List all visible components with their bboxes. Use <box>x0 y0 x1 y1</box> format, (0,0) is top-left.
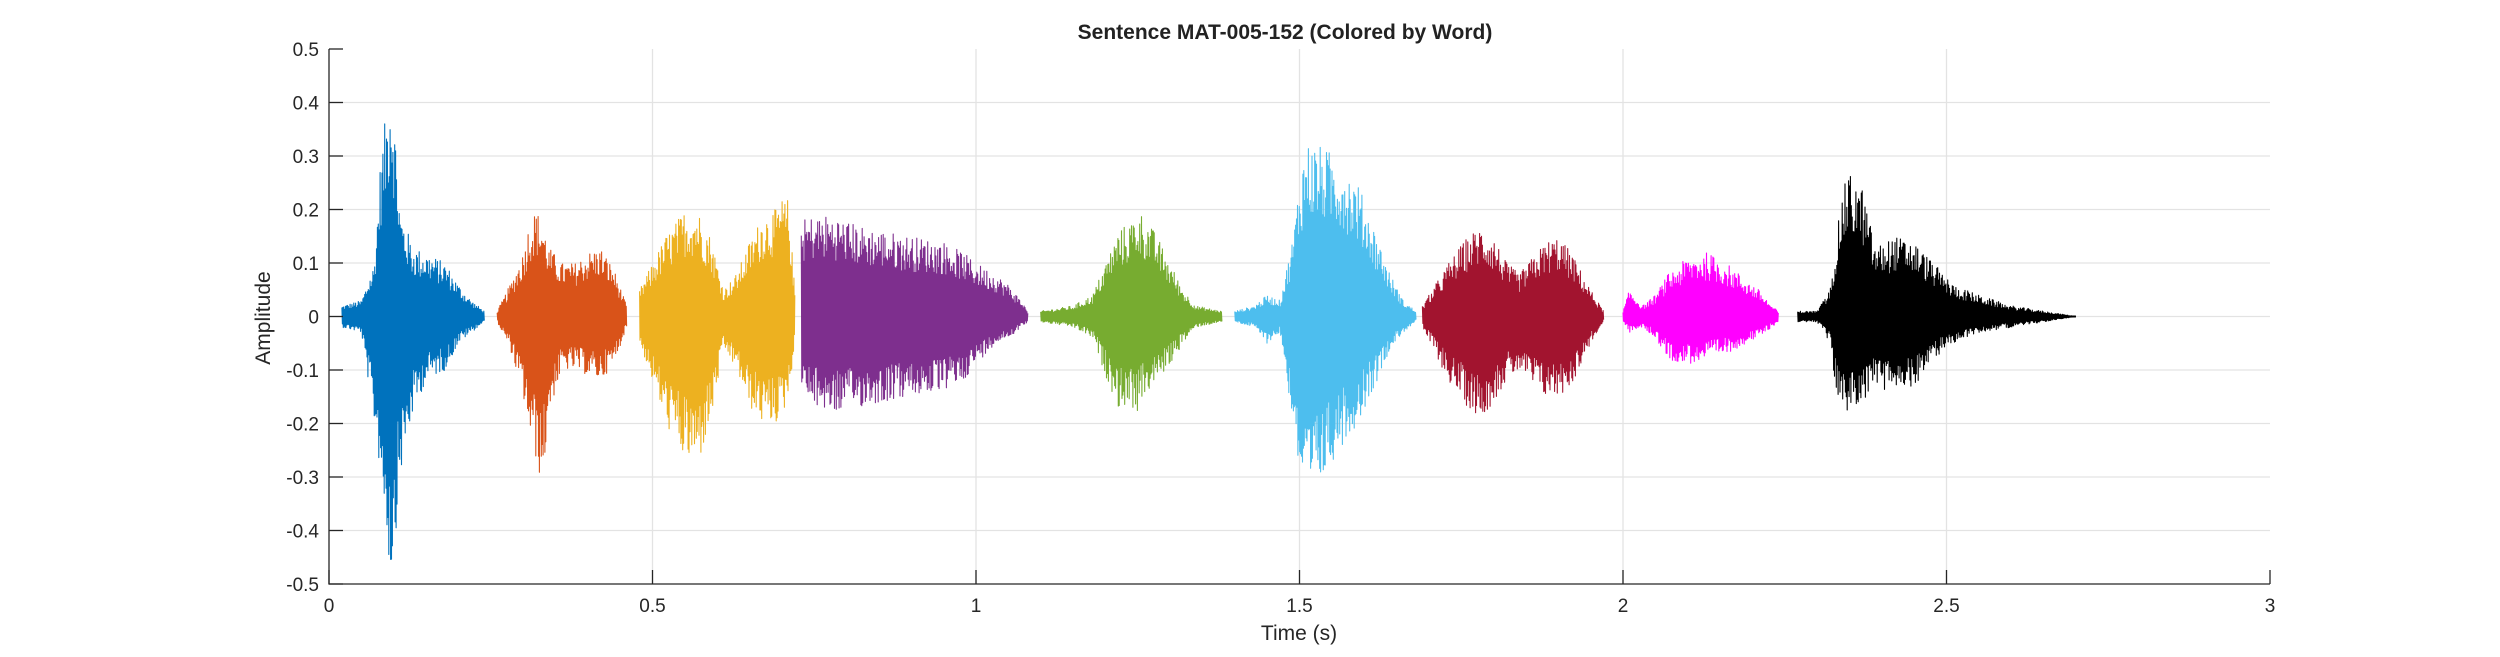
y-tick-label: -0.5 <box>286 575 319 596</box>
y-axis-ticks: 0.5 0.4 0.3 0.2 0.1 0 -0.1 -0.2 -0.3 -0.4 -0.5 <box>286 40 343 596</box>
y-tick-label: -0.1 <box>286 361 319 382</box>
y-tick-label: 0 <box>308 308 319 329</box>
waveform-series-9 <box>1797 175 2077 411</box>
waveform-series-5 <box>1040 216 1223 412</box>
y-tick-label: 0.3 <box>293 147 319 168</box>
x-tick-label: 0.5 <box>639 596 665 617</box>
x-axis-ticks: 0 0.5 1 1.5 2 2.5 3 <box>324 570 2276 617</box>
x-tick-label: 2.5 <box>1933 596 1959 617</box>
y-tick-label: 0.4 <box>293 94 320 115</box>
y-tick-label: -0.3 <box>286 468 319 489</box>
x-tick-label: 1 <box>971 596 982 617</box>
y-tick-label: 0.5 <box>293 40 319 61</box>
x-tick-label: 2 <box>1618 596 1629 617</box>
x-tick-label: 1.5 <box>1286 596 1312 617</box>
waveform-series-3 <box>639 200 796 454</box>
waveform-series-6 <box>1234 146 1417 473</box>
waveform-series <box>341 123 2077 560</box>
y-tick-label: -0.2 <box>286 415 319 436</box>
waveform-series-7 <box>1421 232 1605 414</box>
y-axis-label: Amplitude <box>252 271 275 364</box>
waveform-series-8 <box>1622 252 1779 364</box>
waveform-series-2 <box>496 216 628 473</box>
x-axis-label: Time (s) <box>1261 622 1337 645</box>
y-tick-label: -0.4 <box>286 522 319 543</box>
waveform-series-1 <box>341 123 485 560</box>
y-tick-label: 0.2 <box>293 201 319 222</box>
x-tick-label: 0 <box>324 596 335 617</box>
x-tick-label: 3 <box>2265 596 2276 617</box>
waveform-series-4 <box>800 216 1029 410</box>
y-tick-label: 0.1 <box>293 254 319 275</box>
chart-title: Sentence MAT-005-152 (Colored by Word) <box>1078 21 1493 44</box>
